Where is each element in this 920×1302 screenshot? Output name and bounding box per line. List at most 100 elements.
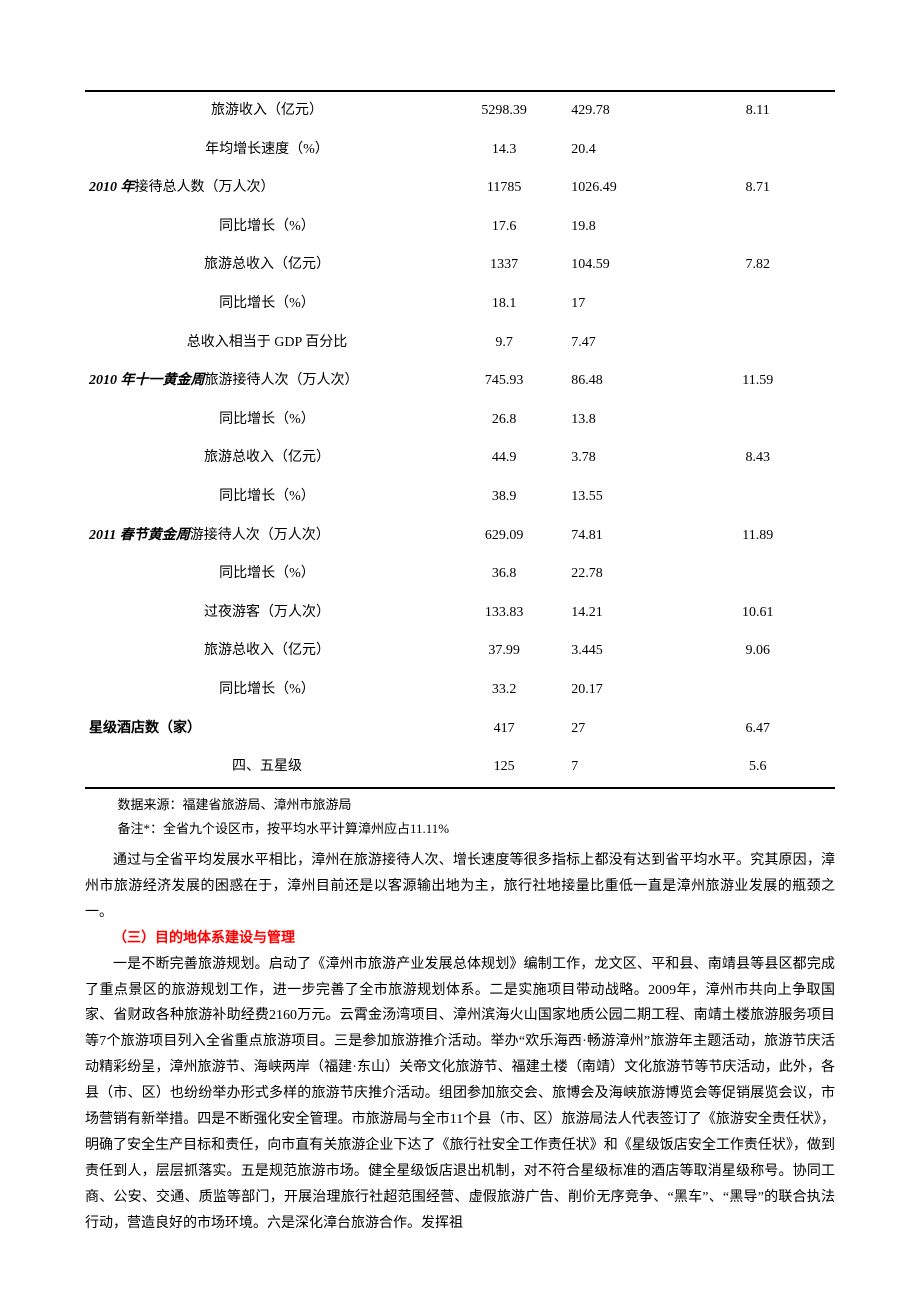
row-col3: 14.21 xyxy=(559,594,680,633)
row-label: 同比增长（%） xyxy=(85,401,449,440)
row-col4 xyxy=(681,324,835,363)
row-col3: 429.78 xyxy=(559,92,680,131)
row-col3: 74.81 xyxy=(559,517,680,556)
row-col3: 86.48 xyxy=(559,362,680,401)
row-col2: 125 xyxy=(449,748,559,787)
row-col2: 44.9 xyxy=(449,439,559,478)
row-col4 xyxy=(681,671,835,710)
row-col3: 13.8 xyxy=(559,401,680,440)
table-row: 旅游总收入（亿元）1337104.597.82 xyxy=(85,246,835,285)
row-label-prefix: 2010 年 xyxy=(89,180,135,195)
row-label: 同比增长（%） xyxy=(85,285,449,324)
row-label: 2010 年接待总人数（万人次） xyxy=(85,169,449,208)
row-col4: 11.59 xyxy=(681,362,835,401)
table-row: 同比增长（%）18.117 xyxy=(85,285,835,324)
row-col3: 3.445 xyxy=(559,632,680,671)
row-col3: 27 xyxy=(559,710,680,749)
data-source: 数据来源：福建省旅游局、漳州市旅游局 xyxy=(85,793,835,818)
row-label: 星级酒店数（家） xyxy=(85,710,449,749)
row-col4 xyxy=(681,208,835,247)
data-note: 备注*：全省九个设区市，按平均水平计算漳州应占11.11% xyxy=(85,817,835,842)
data-table-container: 旅游收入（亿元）5298.39429.788.11年均增长速度（%）14.320… xyxy=(85,90,835,789)
row-col2: 11785 xyxy=(449,169,559,208)
row-col3: 1026.49 xyxy=(559,169,680,208)
row-col4 xyxy=(681,131,835,170)
row-col4: 7.82 xyxy=(681,246,835,285)
row-col4 xyxy=(681,555,835,594)
section-heading: （三）目的地体系建设与管理 xyxy=(85,926,835,952)
row-col4: 6.47 xyxy=(681,710,835,749)
row-label: 旅游总收入（亿元） xyxy=(85,246,449,285)
table-row: 同比增长（%）33.220.17 xyxy=(85,671,835,710)
row-col4: 8.11 xyxy=(681,92,835,131)
row-label-rest: 旅游接待人次（万人次） xyxy=(205,373,359,388)
row-label: 2011 春节黄金周游接待人次（万人次） xyxy=(85,517,449,556)
row-label: 过夜游客（万人次） xyxy=(85,594,449,633)
row-col2: 629.09 xyxy=(449,517,559,556)
table-row: 旅游总收入（亿元）44.93.788.43 xyxy=(85,439,835,478)
row-label: 年均增长速度（%） xyxy=(85,131,449,170)
row-col3: 19.8 xyxy=(559,208,680,247)
row-col2: 5298.39 xyxy=(449,92,559,131)
table-row: 旅游收入（亿元）5298.39429.788.11 xyxy=(85,92,835,131)
row-label-rest: 游接待人次（万人次） xyxy=(190,528,330,543)
table-row: 同比增长（%）26.813.8 xyxy=(85,401,835,440)
row-col4: 11.89 xyxy=(681,517,835,556)
table-row: 2011 春节黄金周游接待人次（万人次）629.0974.8111.89 xyxy=(85,517,835,556)
row-label: 旅游总收入（亿元） xyxy=(85,439,449,478)
row-col2: 37.99 xyxy=(449,632,559,671)
tourism-data-table: 旅游收入（亿元）5298.39429.788.11年均增长速度（%）14.320… xyxy=(85,92,835,787)
row-label: 总收入相当于 GDP 百分比 xyxy=(85,324,449,363)
row-col3: 7 xyxy=(559,748,680,787)
row-col2: 14.3 xyxy=(449,131,559,170)
paragraph-1: 通过与全省平均发展水平相比，漳州在旅游接待人次、增长速度等很多指标上都没有达到省… xyxy=(85,848,835,926)
row-label: 同比增长（%） xyxy=(85,478,449,517)
table-row: 总收入相当于 GDP 百分比9.77.47 xyxy=(85,324,835,363)
row-col2: 133.83 xyxy=(449,594,559,633)
row-label-rest: 接待总人数（万人次） xyxy=(135,180,275,195)
row-col3: 3.78 xyxy=(559,439,680,478)
row-label: 同比增长（%） xyxy=(85,208,449,247)
table-row: 年均增长速度（%）14.320.4 xyxy=(85,131,835,170)
table-row: 四、五星级12575.6 xyxy=(85,748,835,787)
row-label-prefix: 2010 年十一黄金周 xyxy=(89,373,205,388)
row-col2: 33.2 xyxy=(449,671,559,710)
row-label: 旅游收入（亿元） xyxy=(85,92,449,131)
table-row: 同比增长（%）36.822.78 xyxy=(85,555,835,594)
row-col3: 7.47 xyxy=(559,324,680,363)
row-col2: 417 xyxy=(449,710,559,749)
row-col3: 13.55 xyxy=(559,478,680,517)
row-col2: 745.93 xyxy=(449,362,559,401)
row-col4: 10.61 xyxy=(681,594,835,633)
row-col2: 17.6 xyxy=(449,208,559,247)
row-col4 xyxy=(681,478,835,517)
row-col3: 20.4 xyxy=(559,131,680,170)
row-col4: 8.43 xyxy=(681,439,835,478)
row-label: 旅游总收入（亿元） xyxy=(85,632,449,671)
row-col2: 9.7 xyxy=(449,324,559,363)
table-row: 星级酒店数（家）417276.47 xyxy=(85,710,835,749)
row-col2: 18.1 xyxy=(449,285,559,324)
table-row: 同比增长（%）17.619.8 xyxy=(85,208,835,247)
row-label: 2010 年十一黄金周旅游接待人次（万人次） xyxy=(85,362,449,401)
table-row: 过夜游客（万人次）133.8314.2110.61 xyxy=(85,594,835,633)
row-col2: 26.8 xyxy=(449,401,559,440)
table-row: 2010 年接待总人数（万人次）117851026.498.71 xyxy=(85,169,835,208)
row-col3: 22.78 xyxy=(559,555,680,594)
row-label: 四、五星级 xyxy=(85,748,449,787)
row-label: 同比增长（%） xyxy=(85,555,449,594)
row-col3: 17 xyxy=(559,285,680,324)
row-label: 同比增长（%） xyxy=(85,671,449,710)
row-col2: 1337 xyxy=(449,246,559,285)
row-col3: 104.59 xyxy=(559,246,680,285)
row-col4 xyxy=(681,285,835,324)
row-col3: 20.17 xyxy=(559,671,680,710)
row-col2: 38.9 xyxy=(449,478,559,517)
row-label-prefix: 2011 春节黄金周 xyxy=(89,528,190,543)
row-col4: 8.71 xyxy=(681,169,835,208)
table-row: 2010 年十一黄金周旅游接待人次（万人次）745.9386.4811.59 xyxy=(85,362,835,401)
row-col2: 36.8 xyxy=(449,555,559,594)
table-row: 同比增长（%）38.913.55 xyxy=(85,478,835,517)
paragraph-2: 一是不断完善旅游规划。启动了《漳州市旅游产业发展总体规划》编制工作，龙文区、平和… xyxy=(85,952,835,1237)
row-col4 xyxy=(681,401,835,440)
